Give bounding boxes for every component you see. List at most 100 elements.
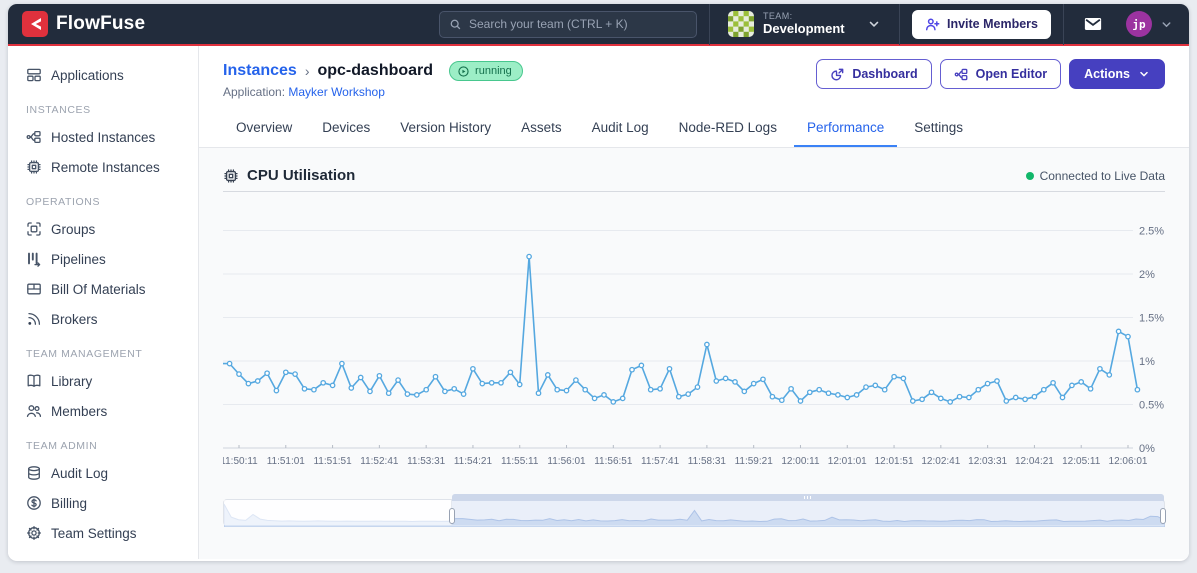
invite-members-button[interactable]: Invite Members xyxy=(911,9,1051,39)
search-icon xyxy=(449,18,462,31)
sidebar-item-label: Bill Of Materials xyxy=(51,281,146,297)
tab-audit-log[interactable]: Audit Log xyxy=(591,120,649,135)
grip-icon xyxy=(803,496,813,499)
members-icon xyxy=(26,403,42,419)
performance-panel: CPU Utilisation Connected to Live Data 0… xyxy=(199,148,1189,527)
svg-text:12:02:41: 12:02:41 xyxy=(921,456,960,467)
navbar-divider xyxy=(898,4,900,45)
sidebar-item-audit-log[interactable]: Audit Log xyxy=(8,458,198,488)
sidebar-item-label: Audit Log xyxy=(51,465,109,481)
dashboard-icon xyxy=(830,67,845,82)
remote-instances-icon xyxy=(26,159,42,175)
tab-node-red-logs[interactable]: Node-RED Logs xyxy=(678,120,777,135)
billing-icon xyxy=(26,495,42,511)
chevron-down-icon xyxy=(1160,18,1173,31)
minimap-drag-strip[interactable] xyxy=(452,494,1164,501)
svg-text:11:54:21: 11:54:21 xyxy=(454,456,493,467)
logo-text: FlowFuse xyxy=(56,13,146,34)
notifications-button[interactable] xyxy=(1076,14,1110,34)
sidebar-item-library[interactable]: Library xyxy=(8,366,198,396)
navbar-divider xyxy=(1063,4,1064,45)
audit-log-icon xyxy=(26,465,42,481)
svg-text:1%: 1% xyxy=(1139,356,1155,368)
play-circle-icon xyxy=(457,65,470,78)
svg-text:11:57:41: 11:57:41 xyxy=(641,456,680,467)
team-avatar xyxy=(727,11,754,37)
sidebar-item-label: Brokers xyxy=(51,311,98,327)
instance-tabs: Overview Devices Version History Assets Audi… xyxy=(223,111,1165,147)
minimap-right-handle[interactable] xyxy=(1160,507,1166,524)
minimap-selection-window[interactable] xyxy=(452,494,1164,525)
search-input[interactable] xyxy=(468,17,687,31)
invite-members-label: Invite Members xyxy=(946,17,1038,31)
sidebar-section-header: TEAM ADMIN xyxy=(26,440,98,452)
chart-title-row: CPU Utilisation Connected to Live Data xyxy=(223,160,1165,192)
sidebar-item-brokers[interactable]: Brokers xyxy=(8,304,198,334)
status-badge: running xyxy=(449,61,523,81)
sidebar-item-bill-of-materials[interactable]: Bill Of Materials xyxy=(8,274,198,304)
header-actions: Dashboard Open Editor Actions xyxy=(816,59,1165,89)
breadcrumb-separator: › xyxy=(304,63,310,79)
minimap-left-handle[interactable] xyxy=(449,507,456,524)
sidebar-item-billing[interactable]: Billing xyxy=(8,488,198,518)
svg-text:11:56:01: 11:56:01 xyxy=(547,456,586,467)
sidebar-section-header: INSTANCES xyxy=(26,104,91,116)
envelope-icon xyxy=(1083,14,1103,34)
sidebar-item-team-settings[interactable]: Team Settings xyxy=(8,518,198,548)
svg-text:11:51:51: 11:51:51 xyxy=(313,456,352,467)
chevron-down-icon xyxy=(867,17,881,31)
svg-text:0.5%: 0.5% xyxy=(1139,400,1164,412)
open-editor-button[interactable]: Open Editor xyxy=(939,59,1062,89)
svg-text:11:56:51: 11:56:51 xyxy=(594,456,633,467)
sidebar-item-members[interactable]: Members xyxy=(8,396,198,426)
tab-assets[interactable]: Assets xyxy=(521,120,562,135)
sidebar-item-label: Members xyxy=(51,403,108,419)
sidebar-item-groups[interactable]: Groups xyxy=(8,214,198,244)
gear-icon xyxy=(26,525,42,541)
live-status-label: Connected to Live Data xyxy=(1039,168,1165,183)
tab-performance[interactable]: Performance xyxy=(793,111,898,147)
breadcrumb: Instances › opc-dashboard running xyxy=(223,61,1165,81)
dashboard-button[interactable]: Dashboard xyxy=(816,59,932,89)
svg-text:11:55:11: 11:55:11 xyxy=(501,456,539,467)
application-link[interactable]: Mayker Workshop xyxy=(288,85,385,99)
sidebar-item-label: Billing xyxy=(51,495,88,511)
team-label: TEAM: xyxy=(762,11,793,22)
team-selector[interactable]: TEAM: Development xyxy=(722,11,887,37)
chart-range-minimap[interactable] xyxy=(223,494,1166,527)
pipelines-icon xyxy=(26,251,42,267)
tab-settings[interactable]: Settings xyxy=(914,120,964,135)
minimap-unselected-region[interactable] xyxy=(224,500,453,525)
sidebar-item-remote-instances[interactable]: Remote Instances xyxy=(8,152,198,182)
tabs-divider xyxy=(199,147,1189,148)
main-content: Instances › opc-dashboard running Applic… xyxy=(199,46,1189,559)
tab-overview[interactable]: Overview xyxy=(236,120,293,135)
user-menu[interactable]: jp xyxy=(1122,11,1177,37)
actions-button[interactable]: Actions xyxy=(1069,59,1165,89)
groups-icon xyxy=(26,221,42,237)
svg-text:12:01:51: 12:01:51 xyxy=(875,456,914,467)
application-label: Application: xyxy=(223,85,286,99)
flowfuse-logo[interactable]: FlowFuse xyxy=(22,11,145,37)
flowfuse-logo-icon xyxy=(22,11,48,37)
user-avatar: jp xyxy=(1126,11,1152,37)
svg-text:11:59:21: 11:59:21 xyxy=(735,456,774,467)
brokers-icon xyxy=(26,311,42,327)
top-navbar: FlowFuse TEAM: Development xyxy=(8,4,1189,46)
team-search[interactable] xyxy=(438,10,697,38)
application-line: Application: Mayker Workshop xyxy=(223,85,1165,99)
chevron-down-icon xyxy=(1138,68,1150,80)
breadcrumb-instances-link[interactable]: Instances xyxy=(223,62,297,79)
tab-devices[interactable]: Devices xyxy=(322,120,371,135)
sidebar-item-label: Remote Instances xyxy=(51,159,160,175)
svg-text:12:05:11: 12:05:11 xyxy=(1062,456,1101,467)
tab-version-history[interactable]: Version History xyxy=(400,120,492,135)
sidebar-item-hosted-instances[interactable]: Hosted Instances xyxy=(8,122,198,152)
svg-text:11:53:31: 11:53:31 xyxy=(407,456,446,467)
sidebar-item-pipelines[interactable]: Pipelines xyxy=(8,244,198,274)
sidebar-section-header: TEAM MANAGEMENT xyxy=(26,348,143,360)
person-plus-icon xyxy=(925,17,940,32)
live-status: Connected to Live Data xyxy=(1025,168,1165,183)
sidebar-item-applications[interactable]: Applications xyxy=(8,60,198,90)
open-editor-button-label: Open Editor xyxy=(975,67,1048,81)
